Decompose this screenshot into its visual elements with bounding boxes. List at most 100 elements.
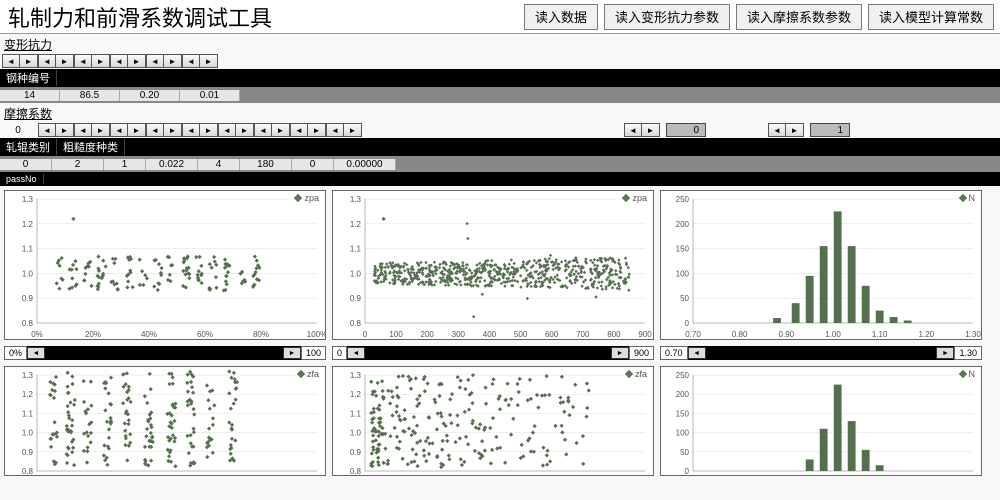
svg-text:50: 50	[680, 294, 689, 303]
spin-right-icon[interactable]: ►	[20, 54, 38, 68]
spin-left-icon[interactable]: ◄	[254, 123, 272, 137]
spin-right-icon[interactable]: ►	[344, 123, 362, 137]
range-hi: 1.30	[954, 346, 982, 360]
spin-right-icon[interactable]: ►	[164, 54, 182, 68]
roll-type-label: 轧辊类别	[0, 139, 57, 155]
app-title: 轧制力和前滑系数调试工具	[0, 1, 280, 33]
friction-section-label: 摩擦系数	[0, 103, 1000, 122]
spin-right-icon[interactable]: ►	[200, 123, 218, 137]
friction-extra-controls: ◄► 0 ◄► 1	[624, 123, 850, 137]
spin-left-icon[interactable]: ◄	[146, 54, 164, 68]
svg-text:0.9: 0.9	[350, 448, 362, 457]
spin-left-icon[interactable]: ◄	[110, 123, 128, 137]
range-lo: 0	[332, 346, 347, 360]
svg-text:0.8: 0.8	[350, 319, 362, 328]
spin-left-icon[interactable]: ◄	[326, 123, 344, 137]
chart-zfa-abs: zfa0.80.91.01.11.21.3	[332, 366, 654, 476]
spin-left-icon[interactable]: ◄	[38, 54, 56, 68]
chart-n-hist-top: N0501001502002500.700.800.901.001.101.20…	[660, 190, 982, 340]
spin-left-icon[interactable]: ◄	[182, 54, 200, 68]
friction-spinner-row: ◄►◄►◄►◄►◄►◄►◄►◄►◄►	[36, 122, 364, 138]
spin-left-icon[interactable]: ◄	[38, 123, 56, 137]
svg-text:1.1: 1.1	[22, 245, 34, 254]
spin-left-icon[interactable]: ◄	[182, 123, 200, 137]
svg-text:200: 200	[676, 220, 690, 229]
chart-zpa-abs: zpa0.80.91.01.11.21.30100200300400500600…	[332, 190, 654, 340]
spin-left-icon[interactable]: ◄	[74, 54, 92, 68]
spin-right-icon[interactable]: ►	[128, 54, 146, 68]
svg-text:150: 150	[676, 245, 690, 254]
chart-legend: zfa	[298, 369, 319, 379]
spin-right-icon[interactable]: ►	[786, 123, 804, 137]
spin-left-icon[interactable]: ◄	[218, 123, 236, 137]
spin-left-icon[interactable]: ◄	[2, 54, 20, 68]
svg-text:1.0: 1.0	[350, 429, 362, 438]
spin-right-icon[interactable]: ►	[92, 54, 110, 68]
value-cell: 14	[0, 90, 60, 101]
spin-left-icon[interactable]: ◄	[74, 123, 92, 137]
spin-right-icon[interactable]: ►	[642, 123, 660, 137]
chart-legend: zfa	[626, 369, 647, 379]
range-bar-right[interactable]: 0.70 ◄ ► 1.30	[660, 346, 982, 360]
spin-right-icon[interactable]: ►	[164, 123, 182, 137]
range-lo: 0%	[4, 346, 27, 360]
spin-right-icon[interactable]: ►	[200, 54, 218, 68]
svg-text:1.2: 1.2	[350, 390, 362, 399]
deform-value-row: 1486.50.200.01	[0, 87, 1000, 103]
value-cell: 2	[52, 159, 104, 170]
svg-text:1.1: 1.1	[350, 409, 362, 418]
extra-value-1: 1	[810, 123, 850, 137]
chart-legend: N	[960, 193, 976, 203]
spin-right-icon[interactable]: ►	[92, 123, 110, 137]
spin-left-icon[interactable]: ◄	[146, 123, 164, 137]
svg-text:1.2: 1.2	[22, 390, 34, 399]
svg-text:200: 200	[676, 390, 690, 399]
svg-text:100%: 100%	[307, 330, 325, 339]
svg-text:1.20: 1.20	[919, 330, 935, 339]
svg-text:80%: 80%	[253, 330, 269, 339]
load-deform-button[interactable]: 读入变形抗力参数	[604, 4, 730, 30]
spin-left-icon[interactable]: ◄	[624, 123, 642, 137]
chart-legend: N	[960, 369, 976, 379]
load-friction-button[interactable]: 读入摩擦系数参数	[736, 4, 862, 30]
svg-text:0.90: 0.90	[779, 330, 795, 339]
svg-text:100: 100	[676, 429, 690, 438]
svg-text:1.10: 1.10	[872, 330, 888, 339]
svg-text:900: 900	[638, 330, 652, 339]
slider-handle-icon[interactable]: ◄	[347, 347, 365, 359]
spin-right-icon[interactable]: ►	[56, 123, 74, 137]
svg-text:1.30: 1.30	[965, 330, 981, 339]
charts-top-row: zpa0.80.91.01.11.21.30%20%40%60%80%100% …	[0, 186, 1000, 344]
spin-left-icon[interactable]: ◄	[768, 123, 786, 137]
slider-handle-icon[interactable]: ◄	[688, 347, 706, 359]
spin-right-icon[interactable]: ►	[272, 123, 290, 137]
slider-handle-icon[interactable]: ►	[611, 347, 629, 359]
range-bar-left[interactable]: 0% ◄ ► 100	[4, 346, 326, 360]
spin-right-icon[interactable]: ►	[308, 123, 326, 137]
slider-handle-icon[interactable]: ►	[936, 347, 954, 359]
load-data-button[interactable]: 读入数据	[524, 4, 598, 30]
chart-zfa-percent: zfa0.80.91.01.11.21.3	[4, 366, 326, 476]
svg-text:1.1: 1.1	[350, 245, 362, 254]
spin-right-icon[interactable]: ►	[56, 54, 74, 68]
header-buttons: 读入数据 读入变形抗力参数 读入摩擦系数参数 读入模型计算常数	[524, 4, 1000, 30]
friction-header-bar: 轧辊类别 粗糙度种类	[0, 138, 1000, 156]
range-bar-mid[interactable]: 0 ◄ ► 900	[332, 346, 654, 360]
svg-text:1.3: 1.3	[350, 371, 362, 380]
spin-right-icon[interactable]: ►	[128, 123, 146, 137]
value-cell: 0.01	[180, 90, 240, 101]
svg-text:40%: 40%	[141, 330, 157, 339]
svg-text:250: 250	[676, 371, 690, 380]
svg-text:0.8: 0.8	[22, 467, 34, 476]
spin-right-icon[interactable]: ►	[236, 123, 254, 137]
svg-text:600: 600	[545, 330, 559, 339]
spin-left-icon[interactable]: ◄	[290, 123, 308, 137]
range-hi: 900	[629, 346, 654, 360]
svg-text:1.3: 1.3	[22, 195, 34, 204]
slider-handle-icon[interactable]: ◄	[27, 347, 45, 359]
svg-text:300: 300	[452, 330, 466, 339]
spin-left-icon[interactable]: ◄	[110, 54, 128, 68]
chart-legend: zpa	[623, 193, 647, 203]
slider-handle-icon[interactable]: ►	[283, 347, 301, 359]
load-const-button[interactable]: 读入模型计算常数	[868, 4, 994, 30]
